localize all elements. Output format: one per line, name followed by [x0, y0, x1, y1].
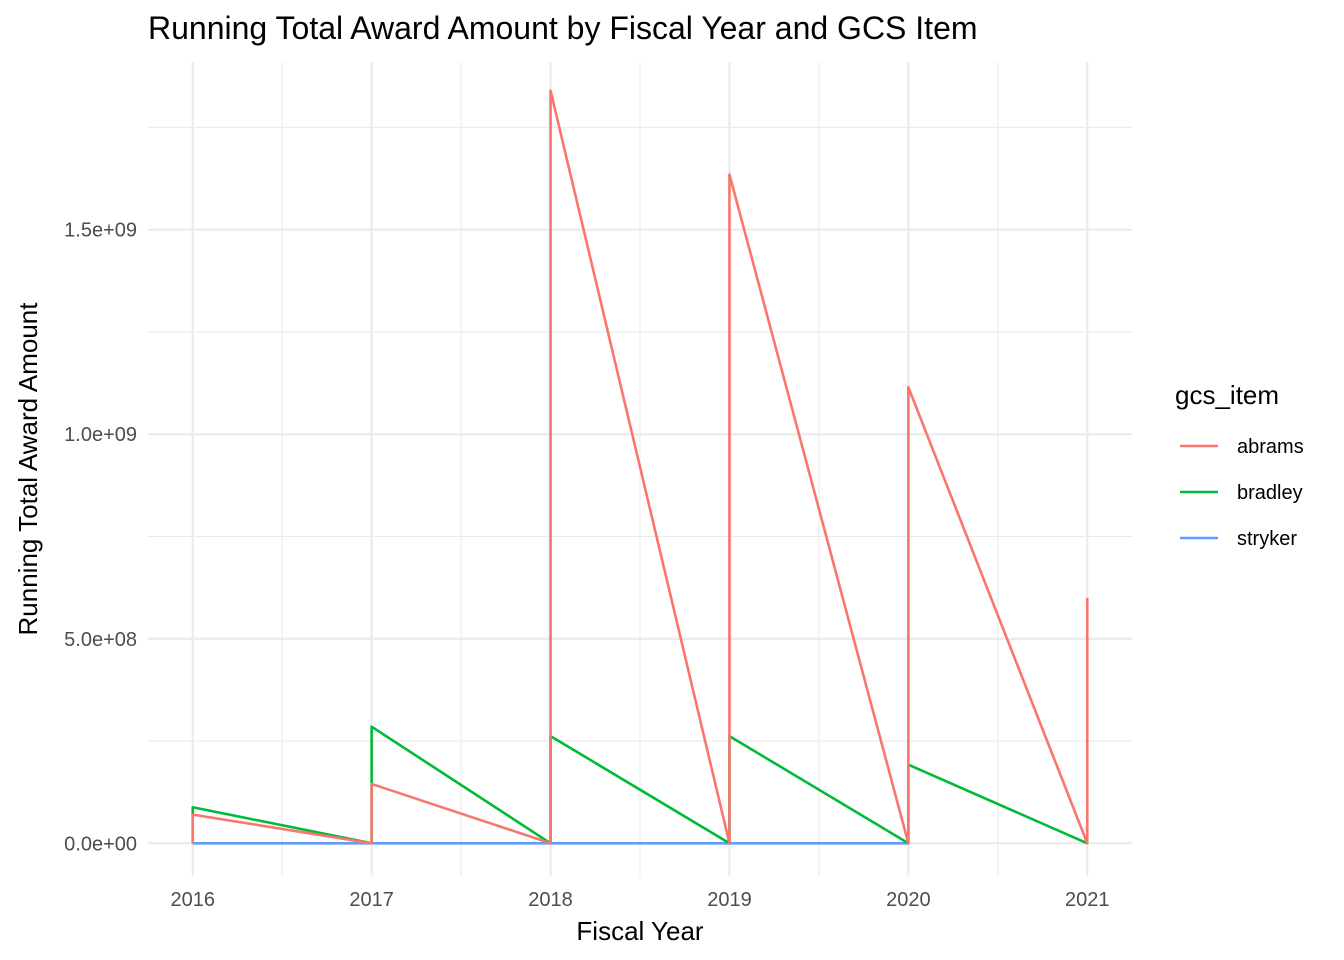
y-axis-title: Running Total Award Amount — [13, 302, 43, 636]
y-tick-label: 0.0e+00 — [64, 833, 137, 855]
x-axis-ticks: 2016 2017 2018 2019 2020 2021 — [170, 889, 1109, 911]
chart-title: Running Total Award Amount by Fiscal Yea… — [148, 10, 978, 46]
legend-label-stryker: stryker — [1237, 528, 1297, 550]
legend: gcs_item abrams bradley stryker — [1175, 380, 1304, 550]
x-tick-label: 2017 — [349, 889, 394, 911]
x-axis-title: Fiscal Year — [576, 916, 704, 946]
x-tick-label: 2020 — [886, 889, 931, 911]
legend-title: gcs_item — [1175, 380, 1279, 410]
y-tick-label: 1.0e+09 — [64, 424, 137, 446]
legend-label-bradley: bradley — [1237, 482, 1303, 504]
y-tick-label: 1.5e+09 — [64, 220, 137, 242]
x-tick-label: 2021 — [1065, 889, 1110, 911]
x-tick-label: 2018 — [528, 889, 573, 911]
legend-items: abrams bradley stryker — [1180, 436, 1304, 550]
y-tick-label: 5.0e+08 — [64, 629, 137, 651]
x-tick-label: 2019 — [707, 889, 752, 911]
series-line-abrams — [191, 89, 1089, 845]
legend-label-abrams: abrams — [1237, 436, 1304, 458]
y-axis-ticks: 0.0e+00 5.0e+08 1.0e+09 1.5e+09 — [64, 220, 137, 856]
x-tick-label: 2016 — [170, 889, 215, 911]
series-lines — [191, 89, 1089, 845]
